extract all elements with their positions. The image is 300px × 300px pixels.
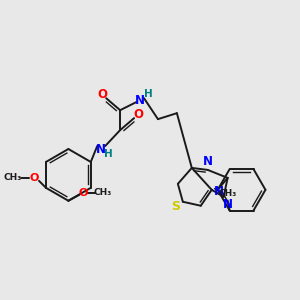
Text: N: N xyxy=(135,94,145,107)
Text: N: N xyxy=(96,142,106,155)
Text: S: S xyxy=(171,200,180,213)
Text: O: O xyxy=(79,188,88,198)
Text: O: O xyxy=(29,173,39,183)
Text: CH₃: CH₃ xyxy=(218,189,237,198)
Text: O: O xyxy=(133,108,143,121)
Text: N: N xyxy=(214,185,224,198)
Text: CH₃: CH₃ xyxy=(4,173,22,182)
Text: H: H xyxy=(104,149,112,159)
Text: N: N xyxy=(223,198,232,211)
Text: H: H xyxy=(144,89,152,99)
Text: N: N xyxy=(203,155,213,168)
Text: CH₃: CH₃ xyxy=(93,188,111,197)
Text: O: O xyxy=(97,88,107,101)
